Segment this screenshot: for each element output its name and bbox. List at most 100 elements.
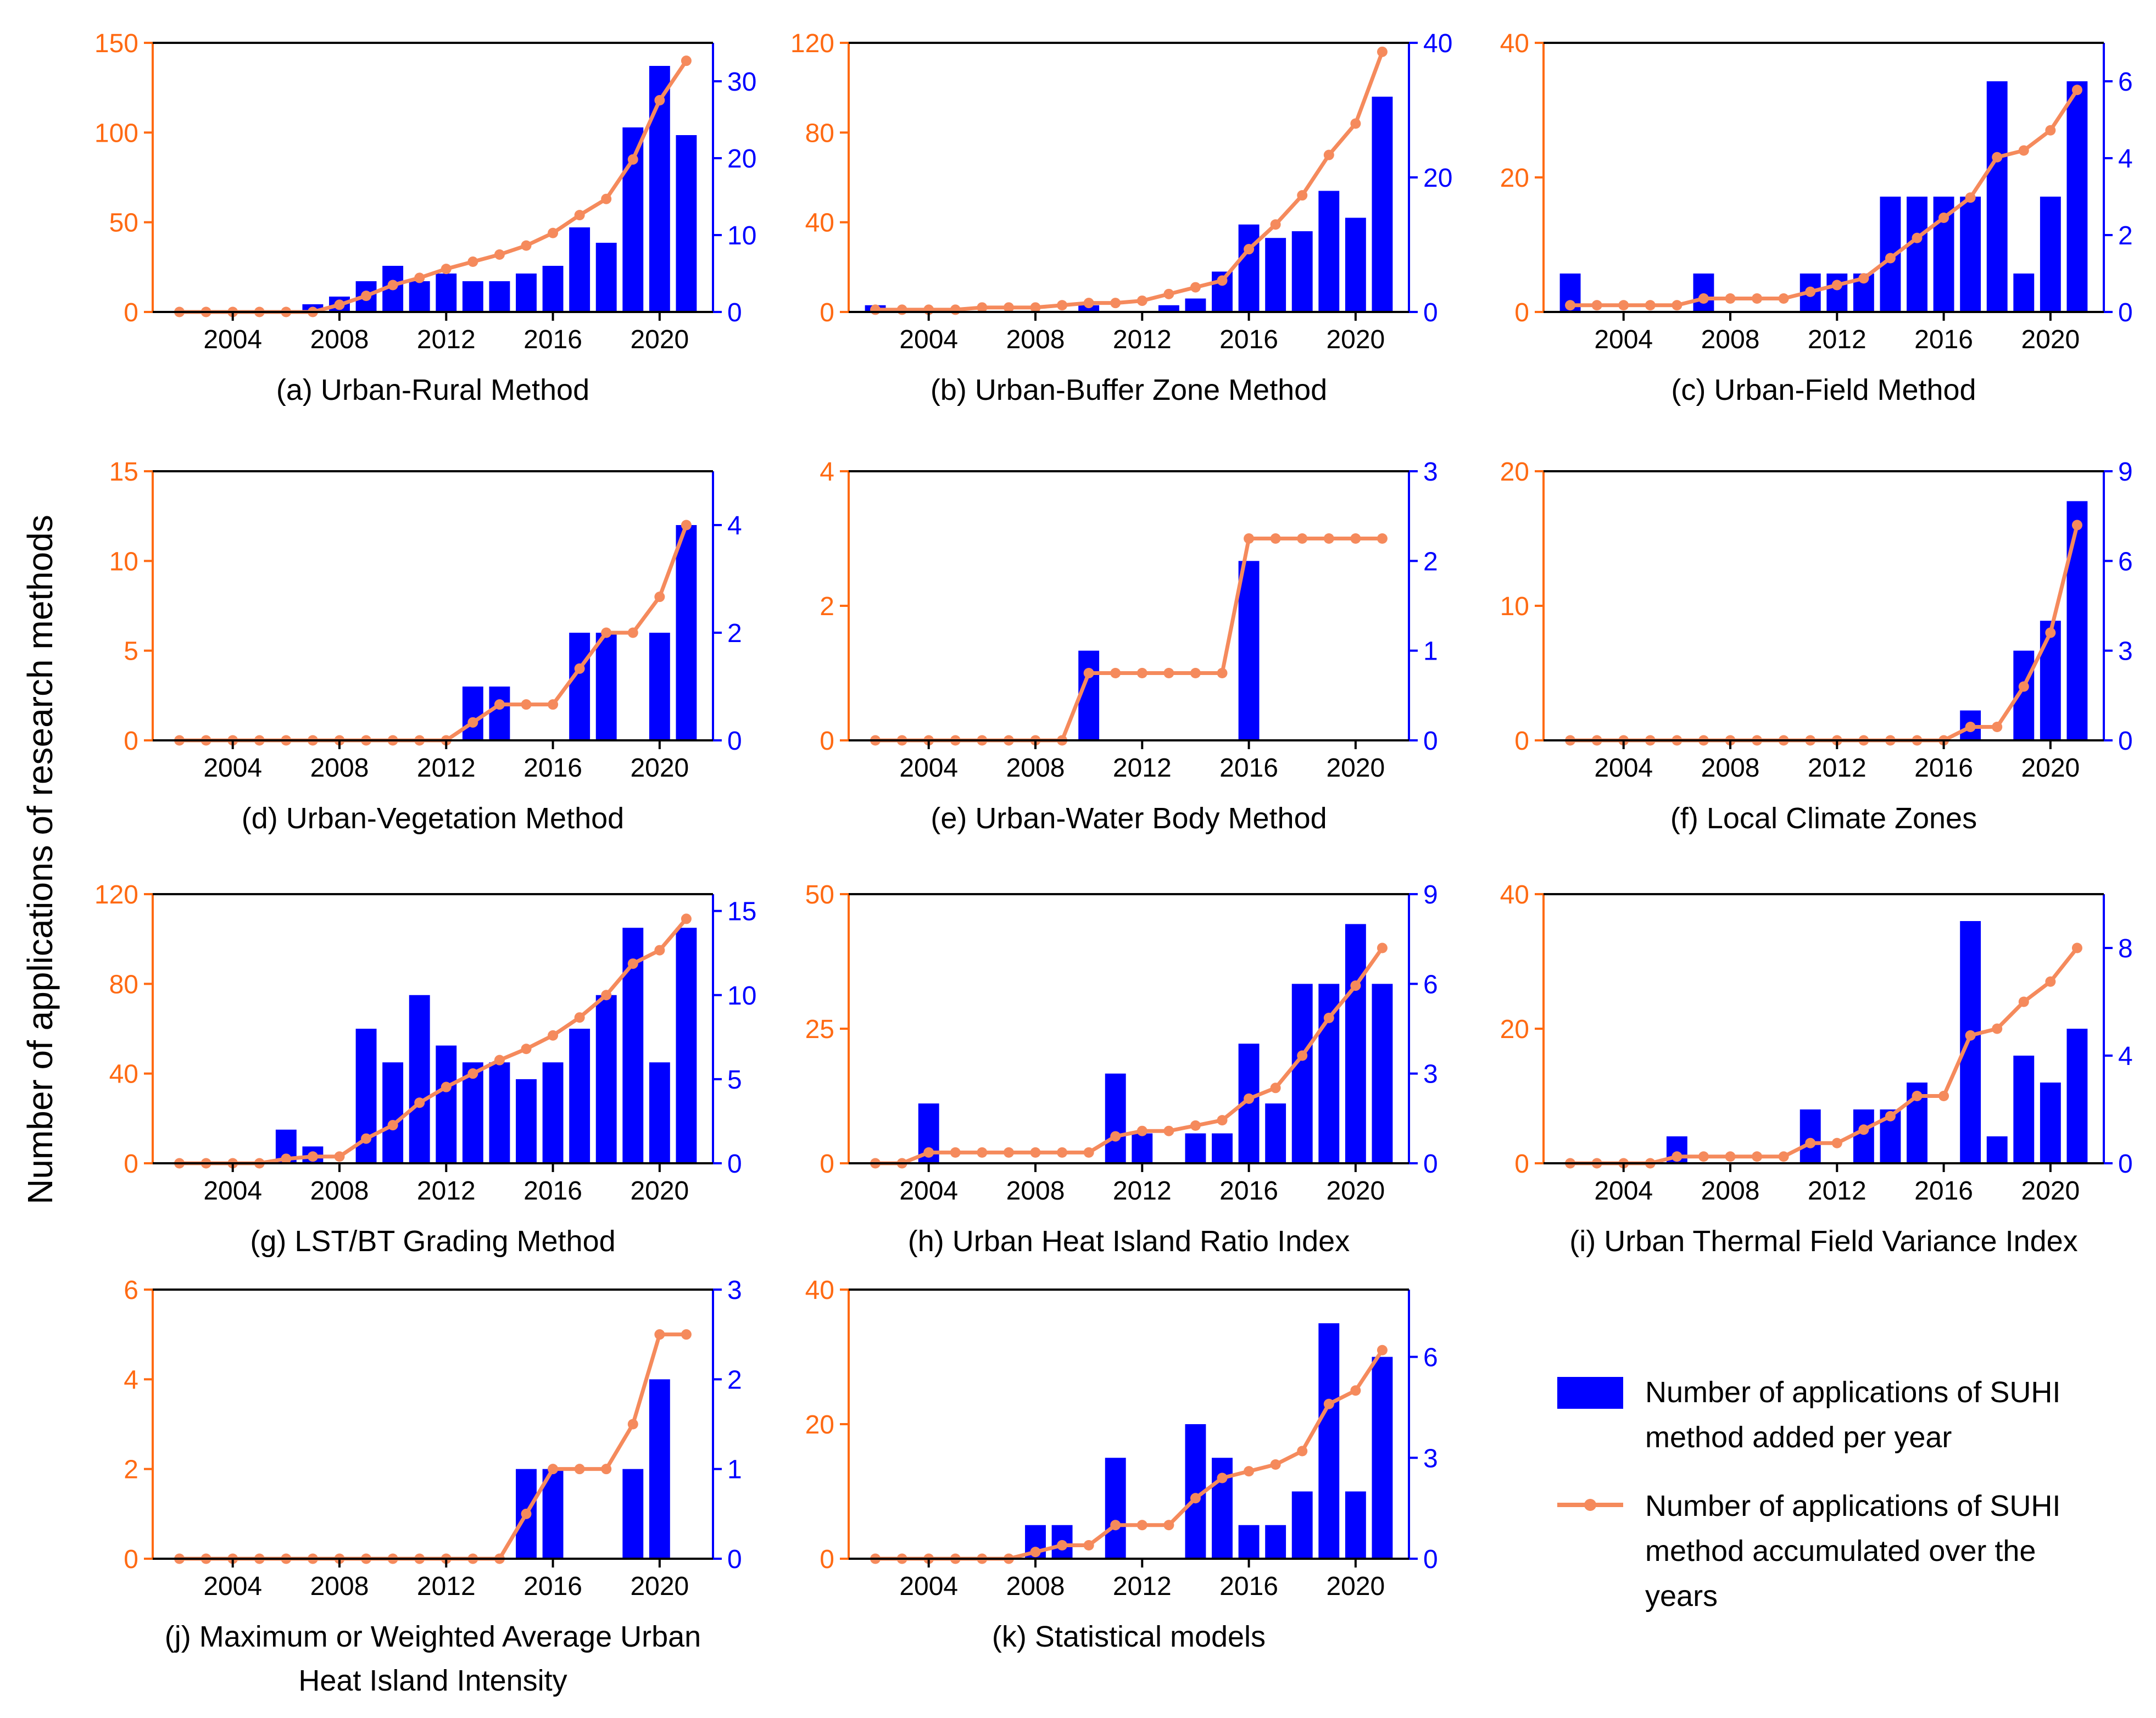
bar xyxy=(649,633,670,740)
x-tick-label: 2004 xyxy=(899,325,958,354)
chart-title: (d) Urban-Vegetation Method xyxy=(242,802,624,835)
legend-line-label: years xyxy=(1645,1580,1718,1613)
chart-title: Heat Island Intensity xyxy=(298,1664,567,1697)
left-tick-label: 40 xyxy=(1500,880,1529,910)
x-tick-label: 2008 xyxy=(310,1176,369,1206)
bar xyxy=(1185,1133,1206,1163)
x-tick-label: 2008 xyxy=(1006,754,1065,783)
cumulative-point xyxy=(923,1147,934,1158)
chart-panel: 0 20 40 0 3 6 2004 2008 2012 2016 2020 (k) Statisti… xyxy=(805,1276,1438,1653)
cumulative-point xyxy=(1217,1472,1228,1483)
x-tick-label: 2012 xyxy=(1808,754,1867,783)
x-tick-label: 2020 xyxy=(1326,1572,1385,1601)
right-tick-label: 3 xyxy=(727,1276,742,1305)
bar xyxy=(1372,1357,1393,1559)
cumulative-point xyxy=(681,1329,692,1340)
bar xyxy=(622,1469,644,1559)
chart-panel: 0 20 40 0 2 4 6 2004 2008 2012 2016 2020 (c) Urban-F… xyxy=(1500,29,2133,406)
cumulative-point xyxy=(494,249,505,260)
right-tick-label: 2 xyxy=(2118,221,2133,250)
bar xyxy=(1265,238,1286,312)
cumulative-point xyxy=(1858,273,1869,284)
right-tick-label: 0 xyxy=(2118,298,2133,327)
cumulative-point xyxy=(1244,533,1255,544)
x-tick-label: 2004 xyxy=(1594,325,1653,354)
cumulative-point xyxy=(1270,1083,1281,1094)
bar xyxy=(1105,1073,1126,1163)
x-tick-label: 2020 xyxy=(2021,1176,2080,1206)
right-tick-label: 0 xyxy=(2118,727,2133,756)
bar xyxy=(595,995,617,1163)
cumulative-point xyxy=(654,592,665,603)
legend-line-label: method accumulated over the xyxy=(1645,1535,2036,1568)
bar xyxy=(1291,1491,1313,1559)
x-tick-label: 2016 xyxy=(1914,1176,1973,1206)
cumulative-point xyxy=(1618,300,1629,311)
cumulative-point xyxy=(307,1151,318,1162)
cumulative-point xyxy=(1003,1147,1014,1158)
cumulative-point xyxy=(681,55,692,66)
left-tick-label: 80 xyxy=(109,970,138,999)
x-tick-label: 2004 xyxy=(899,1176,958,1206)
cumulative-point xyxy=(467,717,478,728)
cumulative-point xyxy=(494,1055,505,1066)
x-tick-label: 2016 xyxy=(1219,1572,1278,1601)
x-tick-label: 2004 xyxy=(203,754,262,783)
cumulative-point xyxy=(1672,300,1683,311)
bar xyxy=(1986,1136,2008,1163)
right-tick-label: 20 xyxy=(1423,164,1452,193)
cumulative-point xyxy=(601,627,612,638)
bar xyxy=(1693,274,1714,312)
cumulative-point xyxy=(1350,980,1361,991)
left-tick-label: 0 xyxy=(124,298,138,327)
right-tick-label: 0 xyxy=(727,1150,742,1179)
x-tick-label: 2008 xyxy=(1006,325,1065,354)
cumulative-line xyxy=(875,537,1383,743)
bar xyxy=(1345,1491,1366,1559)
cumulative-point xyxy=(1083,1147,1094,1158)
x-tick-label: 2012 xyxy=(417,325,476,354)
right-tick-label: 6 xyxy=(1423,970,1438,999)
cumulative-point xyxy=(627,627,638,638)
cumulative-point xyxy=(521,240,532,251)
x-tick-label: 2016 xyxy=(523,1572,582,1601)
chart-panel: 0 5 10 15 0 2 4 2004 2008 2012 2016 2020(d) Urban-V… xyxy=(109,458,742,835)
left-tick-label: 0 xyxy=(1514,1150,1529,1179)
cumulative-point xyxy=(1190,668,1201,678)
x-tick-label: 2012 xyxy=(1113,1572,1172,1601)
right-tick-label: 8 xyxy=(2118,934,2133,963)
left-tick-label: 0 xyxy=(820,727,834,756)
cumulative-point xyxy=(548,1030,559,1041)
cumulative-point xyxy=(467,1068,478,1079)
left-tick-label: 0 xyxy=(124,1545,138,1574)
cumulative-point xyxy=(387,1120,398,1131)
chart-panel: 0 25 50 0 3 6 9 2004 2008 2012 2016 2020 (h) Urban H… xyxy=(805,880,1438,1258)
cumulative-point xyxy=(574,210,585,221)
x-tick-label: 2004 xyxy=(1594,754,1653,783)
cumulative-point xyxy=(1297,190,1308,201)
x-tick-label: 2008 xyxy=(1006,1176,1065,1206)
cumulative-point xyxy=(387,280,398,291)
bar xyxy=(595,633,617,740)
left-tick-label: 20 xyxy=(1500,164,1529,193)
cumulative-point xyxy=(1778,293,1789,304)
cumulative-point xyxy=(1083,1540,1094,1550)
legend-bar-label: Number of applications of SUHI xyxy=(1645,1376,2060,1409)
cumulative-point xyxy=(494,699,505,710)
x-tick-label: 2004 xyxy=(1594,1176,1653,1206)
chart-panel: 0 40 80 120 0 5 10 15 2004 2008 2012 2016 2020 (g) LS… xyxy=(94,880,756,1258)
cumulative-point xyxy=(1137,295,1147,306)
cumulative-point xyxy=(1190,1493,1201,1504)
cumulative-point xyxy=(1698,293,1709,304)
cumulative-point xyxy=(2018,996,2029,1007)
bar xyxy=(1372,984,1393,1163)
bar xyxy=(382,1062,404,1163)
legend-bar-swatch xyxy=(1557,1377,1623,1409)
x-tick-label: 2012 xyxy=(417,1176,476,1206)
chart-title: (k) Statistical models xyxy=(992,1620,1266,1653)
cumulative-point xyxy=(2018,681,2029,692)
cumulative-point xyxy=(1217,275,1228,286)
bar xyxy=(1105,1458,1126,1559)
x-tick-label: 2016 xyxy=(523,754,582,783)
left-tick-label: 40 xyxy=(109,1060,138,1089)
